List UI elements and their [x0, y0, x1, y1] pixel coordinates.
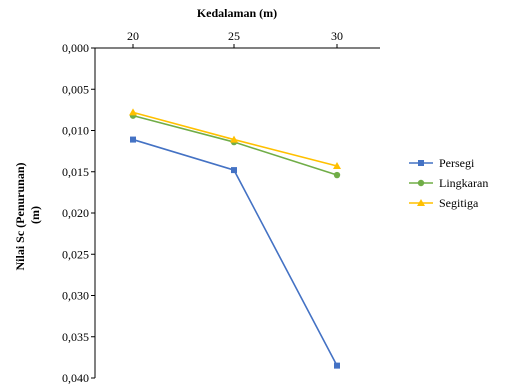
- y-tick-label: 0,015: [62, 165, 89, 179]
- data-point-segitiga: [230, 135, 238, 143]
- legend-marker: [417, 179, 425, 187]
- y-axis-label: Nilai Sc (Penurunan) (m): [13, 159, 42, 270]
- legend-label: Segitiga: [439, 196, 479, 210]
- legend-marker: [417, 199, 425, 206]
- data-point-persegi: [130, 136, 136, 143]
- x-tick-label: 30: [331, 29, 343, 43]
- series-layer: [129, 108, 341, 369]
- data-point-segitiga: [333, 161, 341, 169]
- y-tick-label: 0,030: [62, 289, 89, 303]
- y-tick-label: 0,025: [62, 247, 89, 261]
- y-tick-label: 0,040: [62, 371, 89, 385]
- x-tick-label: 20: [127, 29, 139, 43]
- legend-label: Lingkaran: [439, 176, 488, 190]
- y-axis-label-line-1: Nilai Sc (Penurunan): [13, 162, 27, 270]
- y-tick-label: 0,020: [62, 206, 89, 220]
- y-tick-label: 0,005: [62, 82, 89, 96]
- legend-label: Persegi: [439, 156, 475, 170]
- data-point-persegi: [334, 362, 340, 369]
- legend-item-lingkaran: Lingkaran: [409, 176, 488, 190]
- legend: Persegi Lingkaran Segitiga: [409, 156, 488, 210]
- legend-item-segitiga: Segitiga: [409, 196, 479, 210]
- series-line-persegi: [132, 138, 338, 366]
- series-persegi: [130, 136, 340, 369]
- y-tick-label: 0,000: [62, 41, 89, 55]
- x-axis-label: Kedalaman (m): [197, 6, 277, 20]
- data-point-lingkaran: [333, 171, 341, 179]
- series-line-lingkaran: [132, 114, 338, 176]
- x-tick-label: 25: [228, 29, 240, 43]
- series-segitiga: [129, 108, 341, 169]
- y-tick-label: 0,035: [62, 330, 89, 344]
- legend-marker: [418, 160, 424, 166]
- y-tick-label: 0,010: [62, 124, 89, 138]
- data-point-segitiga: [129, 108, 137, 116]
- y-axis-label-line-2: (m): [28, 206, 42, 224]
- data-point-persegi: [231, 167, 237, 174]
- legend-item-persegi: Persegi: [409, 156, 475, 170]
- axes: 20 25 30 0,000 0,005 0,010 0,015 0,020 0,025 0,03…: [62, 29, 380, 385]
